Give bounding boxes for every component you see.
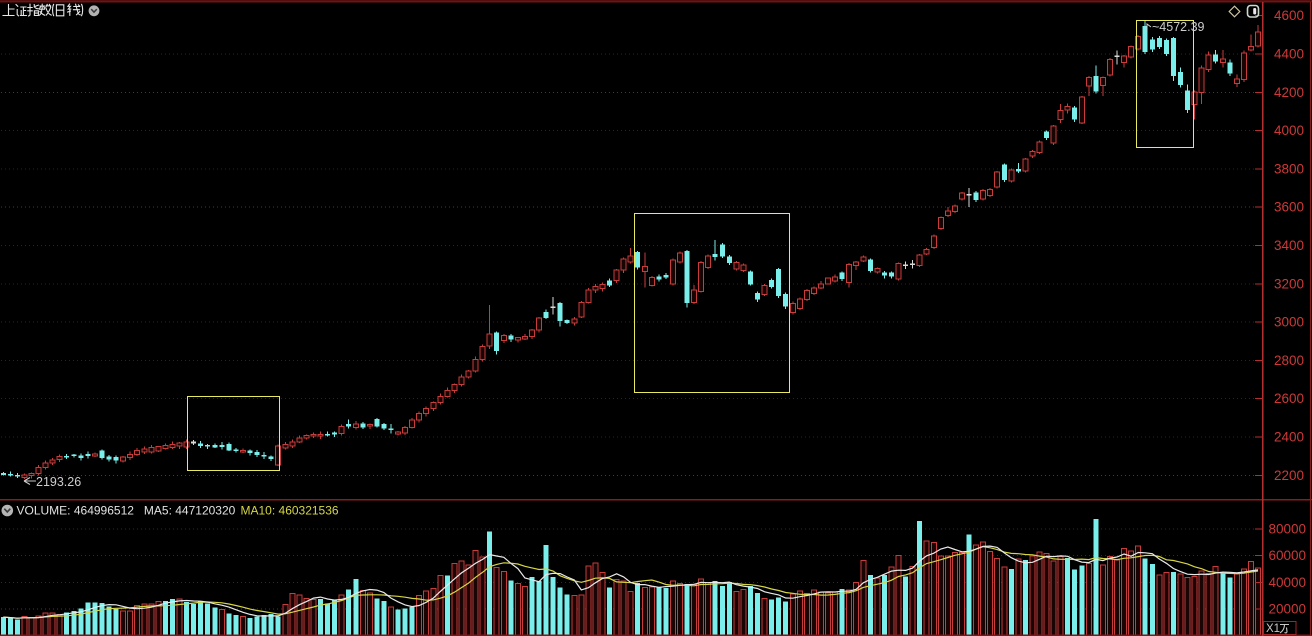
svg-text:2800: 2800 xyxy=(1274,353,1304,368)
svg-text:2400: 2400 xyxy=(1274,430,1304,445)
svg-text:40000: 40000 xyxy=(1268,575,1306,590)
svg-text:80000: 80000 xyxy=(1268,522,1306,537)
svg-text:20000: 20000 xyxy=(1268,602,1306,617)
svg-text:~4572.39: ~4572.39 xyxy=(1152,20,1205,34)
svg-text:4200: 4200 xyxy=(1274,85,1304,100)
svg-text:2193.26: 2193.26 xyxy=(36,475,81,489)
svg-text:2600: 2600 xyxy=(1274,391,1304,406)
svg-text:60000: 60000 xyxy=(1268,548,1306,563)
svg-text:3400: 3400 xyxy=(1274,238,1304,253)
svg-text:X1: X1 xyxy=(1266,623,1280,635)
svg-text:4600: 4600 xyxy=(1274,8,1304,23)
svg-text:4000: 4000 xyxy=(1274,123,1304,138)
svg-text:3800: 3800 xyxy=(1274,161,1304,176)
svg-text:MA10: 460321536: MA10: 460321536 xyxy=(241,504,339,518)
svg-text:3600: 3600 xyxy=(1274,200,1304,215)
svg-text:4400: 4400 xyxy=(1274,47,1304,62)
svg-text:VOLUME: 464996512 MA5: 44712: VOLUME: 464996512 MA5: 447120320 xyxy=(17,504,236,518)
svg-text:3000: 3000 xyxy=(1274,315,1304,330)
svg-text:2200: 2200 xyxy=(1274,468,1304,483)
svg-text:3200: 3200 xyxy=(1274,276,1304,291)
